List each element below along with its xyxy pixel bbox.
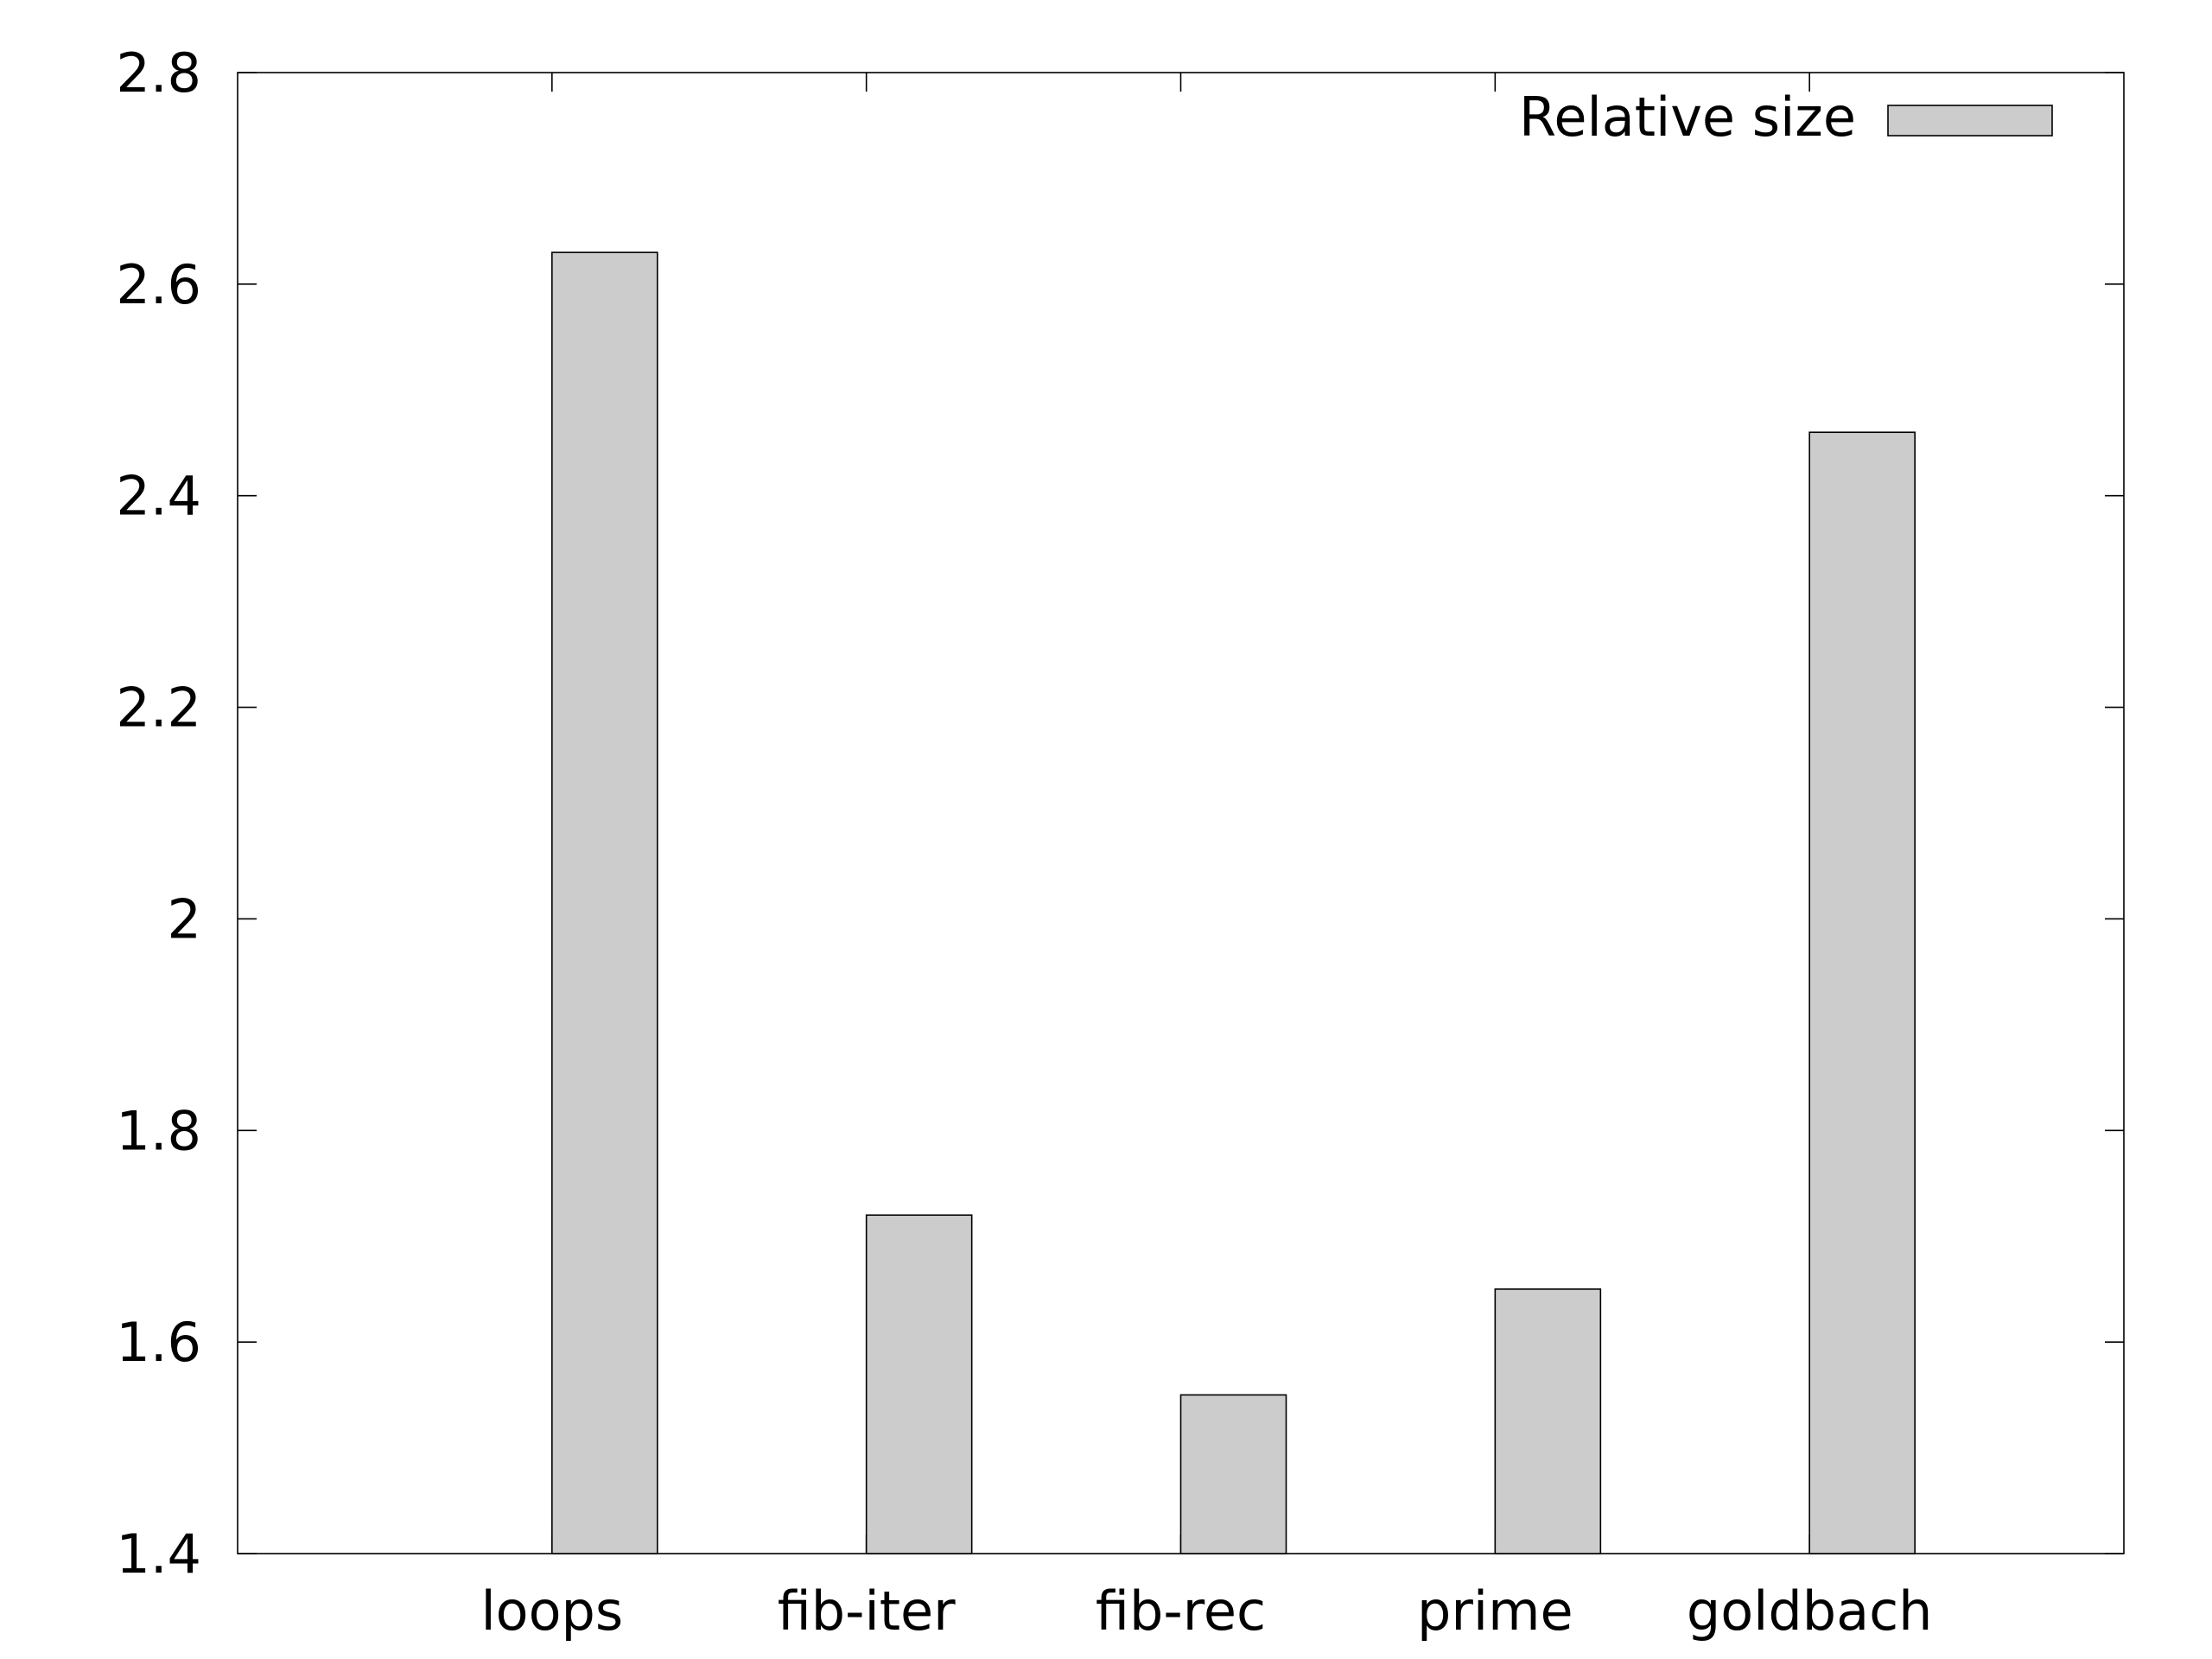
x-tick-label-loops: loops bbox=[480, 1580, 623, 1643]
x-tick-label-fib-rec: fib-rec bbox=[1096, 1580, 1266, 1643]
x-axis: loops fib-iter fib-rec prime goldbach bbox=[480, 73, 1932, 1643]
y-tick-label: 1.6 bbox=[116, 1311, 201, 1374]
y-tick-label: 2.2 bbox=[116, 677, 201, 740]
bar-fib-iter bbox=[865, 1214, 973, 1554]
y-tick-label: 1.8 bbox=[116, 1099, 201, 1162]
legend: Relative size bbox=[1519, 86, 2053, 149]
legend-label: Relative size bbox=[1519, 86, 1856, 149]
bar-goldbach bbox=[1808, 431, 1916, 1554]
legend-swatch bbox=[1887, 105, 2053, 137]
y-tick-label: 2.8 bbox=[116, 41, 201, 105]
y-tick-label: 2.4 bbox=[116, 465, 201, 528]
bars bbox=[551, 251, 1916, 1554]
bar-loops bbox=[551, 251, 658, 1554]
x-tick-label-goldbach: goldbach bbox=[1687, 1580, 1933, 1643]
bar-prime bbox=[1494, 1288, 1602, 1554]
x-tick-label-prime: prime bbox=[1417, 1580, 1573, 1643]
y-tick-label: 2 bbox=[168, 887, 201, 950]
y-axis: 1.4 1.6 1.8 2 2.2 2.4 2.6 2.8 bbox=[116, 41, 2124, 1586]
bar-fib-rec bbox=[1179, 1394, 1287, 1554]
x-tick-label-fib-iter: fib-iter bbox=[778, 1580, 956, 1643]
y-tick-label: 2.6 bbox=[116, 253, 201, 316]
y-tick-label: 1.4 bbox=[116, 1522, 201, 1586]
